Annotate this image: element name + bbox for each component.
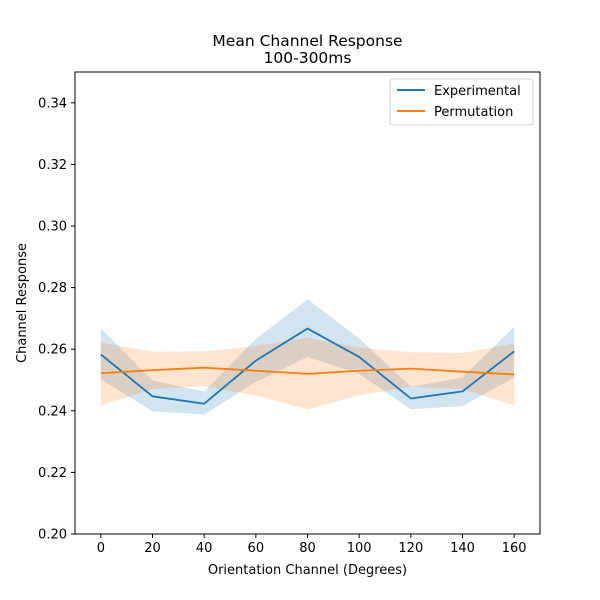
x-tick-label: 160 <box>502 541 527 556</box>
x-tick-label: 80 <box>299 541 316 556</box>
x-tick-label: 120 <box>398 541 423 556</box>
legend-box <box>389 78 534 126</box>
y-tick-label: 0.30 <box>38 220 67 235</box>
band-experimental <box>100 299 515 415</box>
x-axis-label: Orientation Channel (Degrees) <box>208 563 407 578</box>
y-tick-label: 0.34 <box>38 96 67 111</box>
y-axis-label: Channel Response <box>15 243 30 363</box>
x-tick-label: 100 <box>347 541 372 556</box>
plot-area <box>100 299 515 415</box>
line-permutation <box>100 366 515 376</box>
x-tick-label: 40 <box>196 541 213 556</box>
x-tick-label: 140 <box>450 541 475 556</box>
chart-subtitle: 100-300ms <box>264 49 352 67</box>
legend: Experimental Permutation <box>389 78 534 126</box>
line-experimental <box>100 327 515 405</box>
legend-label-permutation: Permutation <box>434 105 513 120</box>
legend-label-experimental: Experimental <box>434 84 521 99</box>
x-axis-ticks: 0 20 40 60 80 100 120 140 160 <box>97 534 527 556</box>
y-tick-label: 0.28 <box>38 281 67 296</box>
chart-title: Mean Channel Response <box>212 32 402 50</box>
y-tick-label: 0.32 <box>38 158 67 173</box>
x-tick-label: 0 <box>97 541 105 556</box>
y-axis-ticks: 0.20 0.22 0.24 0.26 0.28 0.30 0.32 0.34 <box>38 96 75 543</box>
y-tick-label: 0.26 <box>38 343 67 358</box>
y-tick-label: 0.20 <box>38 528 67 543</box>
x-tick-label: 20 <box>144 541 161 556</box>
x-tick-label: 60 <box>248 541 265 556</box>
y-tick-label: 0.24 <box>38 404 67 419</box>
y-tick-label: 0.22 <box>38 466 67 481</box>
